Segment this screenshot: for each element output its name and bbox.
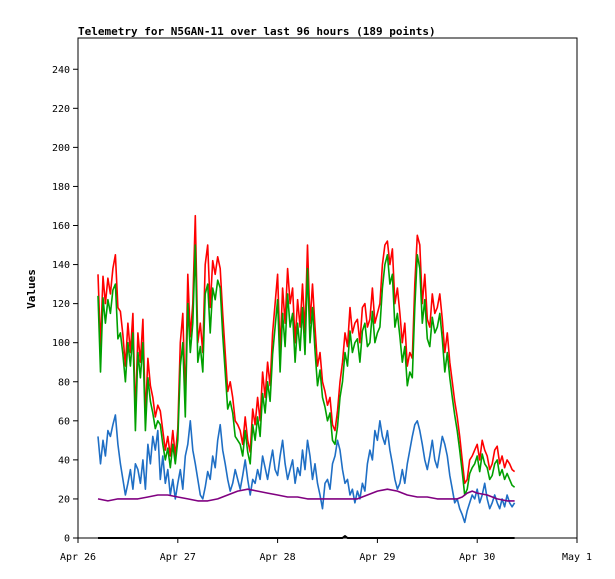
y-tick-label: 140 (52, 260, 70, 271)
series-line-3 (97, 414, 516, 524)
x-tick-label: Apr 27 (160, 552, 196, 563)
x-tick-label: Apr 26 (60, 552, 96, 563)
y-tick-label: 220 (52, 104, 70, 115)
y-tick-label: 0 (64, 534, 70, 545)
y-tick-label: 180 (52, 182, 70, 193)
y-tick-label: 160 (52, 221, 70, 232)
y-axis-title: Values (25, 269, 38, 309)
x-tick-label: Apr 28 (260, 552, 296, 563)
series-line-4 (97, 488, 515, 502)
y-tick-label: 40 (58, 455, 70, 466)
series-line-1 (97, 214, 516, 485)
series-layer (97, 214, 516, 539)
series-line-2 (97, 244, 516, 496)
plot-frame (77, 37, 578, 539)
chart-title: Telemetry for N5GAN-11 over last 96 hour… (78, 25, 436, 38)
y-tick-label: 120 (52, 299, 70, 310)
y-axis: 0 20 40 60 80 100 120 140 160 180 200 220 240 (52, 65, 78, 545)
y-tick-label: 100 (52, 338, 70, 349)
series-line-5 (98, 535, 515, 539)
x-axis: Apr 26 Apr 27 Apr 28 Apr 29 Apr 30 May 1 (60, 538, 592, 563)
y-tick-label: 200 (52, 143, 70, 154)
y-tick-label: 60 (58, 416, 70, 427)
x-tick-label: May 1 (562, 552, 592, 563)
y-tick-label: 240 (52, 65, 70, 76)
y-tick-label: 80 (58, 377, 70, 388)
x-tick-label: Apr 29 (359, 552, 395, 563)
x-tick-label: Apr 30 (459, 552, 495, 563)
y-tick-label: 20 (58, 494, 70, 505)
